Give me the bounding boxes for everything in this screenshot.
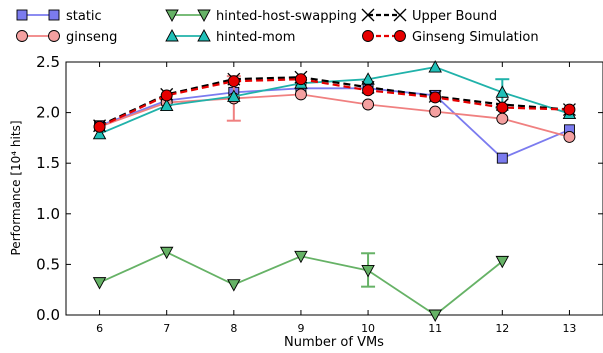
- series-hinted-host-swapping: [92, 246, 510, 322]
- data-point: [361, 72, 375, 85]
- data-point: [294, 73, 307, 86]
- legend-marker-start: [362, 30, 374, 42]
- x-tick-label: 6: [96, 322, 103, 335]
- legend-label: static: [66, 9, 102, 24]
- series-ginseng-simulation: [93, 73, 576, 133]
- series-line: [99, 76, 570, 127]
- y-tick-label: 0.0: [36, 306, 60, 324]
- data-point: [227, 279, 241, 292]
- legend-marker-end: [394, 30, 406, 42]
- y-tick-label: 1.0: [36, 205, 60, 223]
- legend-marker-start: [165, 9, 179, 22]
- data-point: [496, 152, 508, 164]
- plot-frame: [65, 61, 603, 316]
- legend-marker-start: [16, 30, 28, 42]
- data-point: [495, 255, 510, 269]
- data-point: [563, 130, 576, 143]
- data-point: [159, 98, 174, 111]
- legend-label: Upper Bound: [412, 9, 497, 24]
- chart-legend: static ginseng hinted-host-swapping hinted-…: [16, 8, 539, 45]
- x-tick-label: 7: [163, 322, 170, 335]
- legend-marker-end: [48, 9, 60, 21]
- data-point: [294, 88, 307, 101]
- data-point: [496, 112, 509, 125]
- data-point: [93, 120, 106, 133]
- x-tick-label: 11: [428, 322, 442, 335]
- data-point: [428, 309, 442, 322]
- data-point: [227, 75, 240, 88]
- y-tick-label: 0.5: [36, 255, 60, 273]
- legend-marker-end: [197, 9, 211, 22]
- legend-marker-end: [393, 8, 407, 22]
- data-point: [429, 105, 442, 118]
- legend-label: hinted-mom: [216, 30, 295, 45]
- legend-item-ginseng-simulation: Ginseng Simulation: [362, 30, 539, 45]
- y-tick-label: 2.5: [36, 53, 60, 71]
- data-point: [496, 101, 509, 114]
- data-point: [294, 250, 308, 264]
- data-point: [160, 89, 173, 102]
- x-tick-label: 9: [297, 322, 304, 335]
- y-tick-label: 1.5: [36, 154, 60, 172]
- legend-label: hinted-host-swapping: [216, 9, 357, 24]
- data-point: [362, 98, 375, 111]
- data-point: [361, 265, 375, 278]
- y-axis-label: Performance [10⁴ hits]: [9, 120, 23, 255]
- legend-marker-start: [361, 8, 375, 22]
- legend-marker-end: [48, 30, 60, 42]
- series-line: [99, 93, 570, 138]
- y-tick-label: 2.0: [36, 104, 60, 122]
- legend-item-static: static: [16, 9, 102, 24]
- data-point: [362, 84, 375, 97]
- x-axis-label: Number of VMs: [284, 335, 384, 350]
- legend-item-upper-bound: Upper Bound: [361, 8, 497, 24]
- x-tick-label: 8: [230, 322, 237, 335]
- legend-marker-start: [16, 9, 28, 21]
- data-point: [429, 91, 442, 104]
- x-tick-label: 12: [495, 322, 509, 335]
- plot-area: 0.0 0.5 1.0 1.5 2.0 2.5 6 7 8 9 10 11 12 13: [36, 53, 603, 335]
- data-point: [563, 103, 576, 116]
- series-line: [99, 87, 570, 160]
- x-tick-label: 10: [361, 322, 375, 335]
- legend-item-hinted-mom: hinted-mom: [165, 29, 295, 45]
- x-tick-label: 13: [562, 322, 576, 335]
- legend-label: ginseng: [66, 30, 117, 45]
- data-point: [428, 60, 442, 73]
- series-line: [99, 78, 570, 128]
- data-point: [227, 89, 241, 102]
- data-point: [92, 126, 107, 140]
- legend-item-ginseng: ginseng: [16, 30, 117, 45]
- legend-marker-end: [197, 29, 211, 42]
- legend-label: Ginseng Simulation: [412, 30, 539, 45]
- legend-marker-start: [165, 29, 179, 42]
- data-point: [92, 277, 107, 290]
- data-point: [495, 85, 510, 98]
- data-point: [159, 246, 174, 260]
- legend-item-hinted-host-swapping: hinted-host-swapping: [165, 9, 357, 24]
